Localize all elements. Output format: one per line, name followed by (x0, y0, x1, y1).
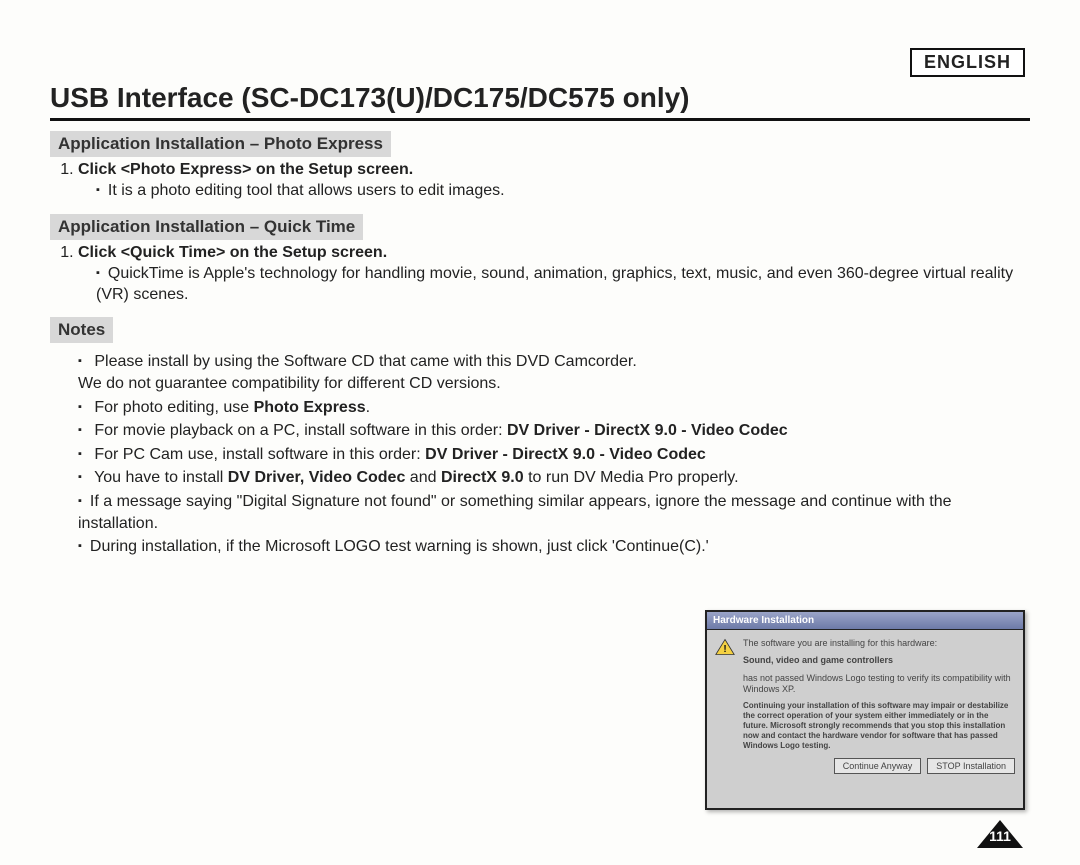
dialog-titlebar: Hardware Installation (707, 612, 1023, 630)
warning-icon: ! (715, 638, 735, 656)
note-item: During installation, if the Microsoft LO… (78, 536, 1030, 558)
note-text: You have to install (94, 469, 228, 486)
dialog-text: has not passed Windows Logo testing to v… (743, 673, 1013, 696)
note-text: For movie playback on a PC, install soft… (94, 422, 507, 439)
step-sub-item: QuickTime is Apple's technology for hand… (96, 264, 1030, 306)
note-bold: DV Driver - DirectX 9.0 - Video Codec (425, 446, 706, 463)
step-sublist: QuickTime is Apple's technology for hand… (96, 264, 1030, 306)
step-title: Click <Photo Express> on the Setup scree… (78, 161, 413, 178)
hardware-installation-dialog: Hardware Installation ! The software you… (705, 610, 1025, 810)
step-sub-item: It is a photo editing tool that allows u… (96, 181, 1030, 202)
page-number-badge: 111 (975, 818, 1025, 850)
note-text: to run DV Media Pro properly. (524, 469, 739, 486)
note-text: . (366, 399, 370, 416)
note-text: We do not guarantee compatibility for di… (78, 375, 501, 392)
continue-anyway-button[interactable]: Continue Anyway (834, 758, 922, 774)
note-text: For PC Cam use, install software in this… (94, 446, 425, 463)
note-text: and (405, 469, 441, 486)
steps-quicktime: Click <Quick Time> on the Setup screen. … (78, 244, 1030, 306)
step-item: Click <Quick Time> on the Setup screen. … (78, 244, 1030, 306)
note-item: If a message saying "Digital Signature n… (78, 491, 1030, 534)
section-heading-quicktime: Application Installation – Quick Time (50, 214, 363, 240)
page-number: 111 (975, 828, 1025, 844)
notes-list: Please install by using the Software CD … (78, 351, 1030, 557)
dialog-text: Sound, video and game controllers (743, 655, 1013, 666)
dialog-body: ! The software you are installing for th… (707, 630, 1023, 780)
note-item: For movie playback on a PC, install soft… (78, 420, 1030, 442)
stop-installation-button[interactable]: STOP Installation (927, 758, 1015, 774)
note-bold: DV Driver - DirectX 9.0 - Video Codec (507, 422, 788, 439)
step-item: Click <Photo Express> on the Setup scree… (78, 161, 1030, 202)
note-bold: Photo Express (254, 399, 366, 416)
dialog-text: The software you are installing for this… (743, 638, 1013, 649)
note-bold: DV Driver, Video Codec (228, 469, 406, 486)
steps-photo-express: Click <Photo Express> on the Setup scree… (78, 161, 1030, 202)
note-text: Please install by using the Software CD … (94, 353, 636, 370)
note-item: For photo editing, use Photo Express. (78, 397, 1030, 419)
note-bold: DirectX 9.0 (441, 469, 524, 486)
note-item: For PC Cam use, install software in this… (78, 444, 1030, 466)
dialog-text: Continuing your installation of this sof… (743, 701, 1013, 751)
section-heading-photo-express: Application Installation – Photo Express (50, 131, 391, 157)
note-item: Please install by using the Software CD … (78, 351, 1030, 394)
note-item: You have to install DV Driver, Video Cod… (78, 467, 1030, 489)
svg-text:!: ! (723, 644, 726, 655)
language-badge: ENGLISH (910, 48, 1025, 77)
step-sublist: It is a photo editing tool that allows u… (96, 181, 1030, 202)
note-text: For photo editing, use (94, 399, 253, 416)
step-title: Click <Quick Time> on the Setup screen. (78, 244, 387, 261)
page-title: USB Interface (SC-DC173(U)/DC175/DC575 o… (50, 82, 1030, 121)
section-heading-notes: Notes (50, 317, 113, 343)
dialog-button-row: Continue Anyway STOP Installation (834, 758, 1015, 774)
